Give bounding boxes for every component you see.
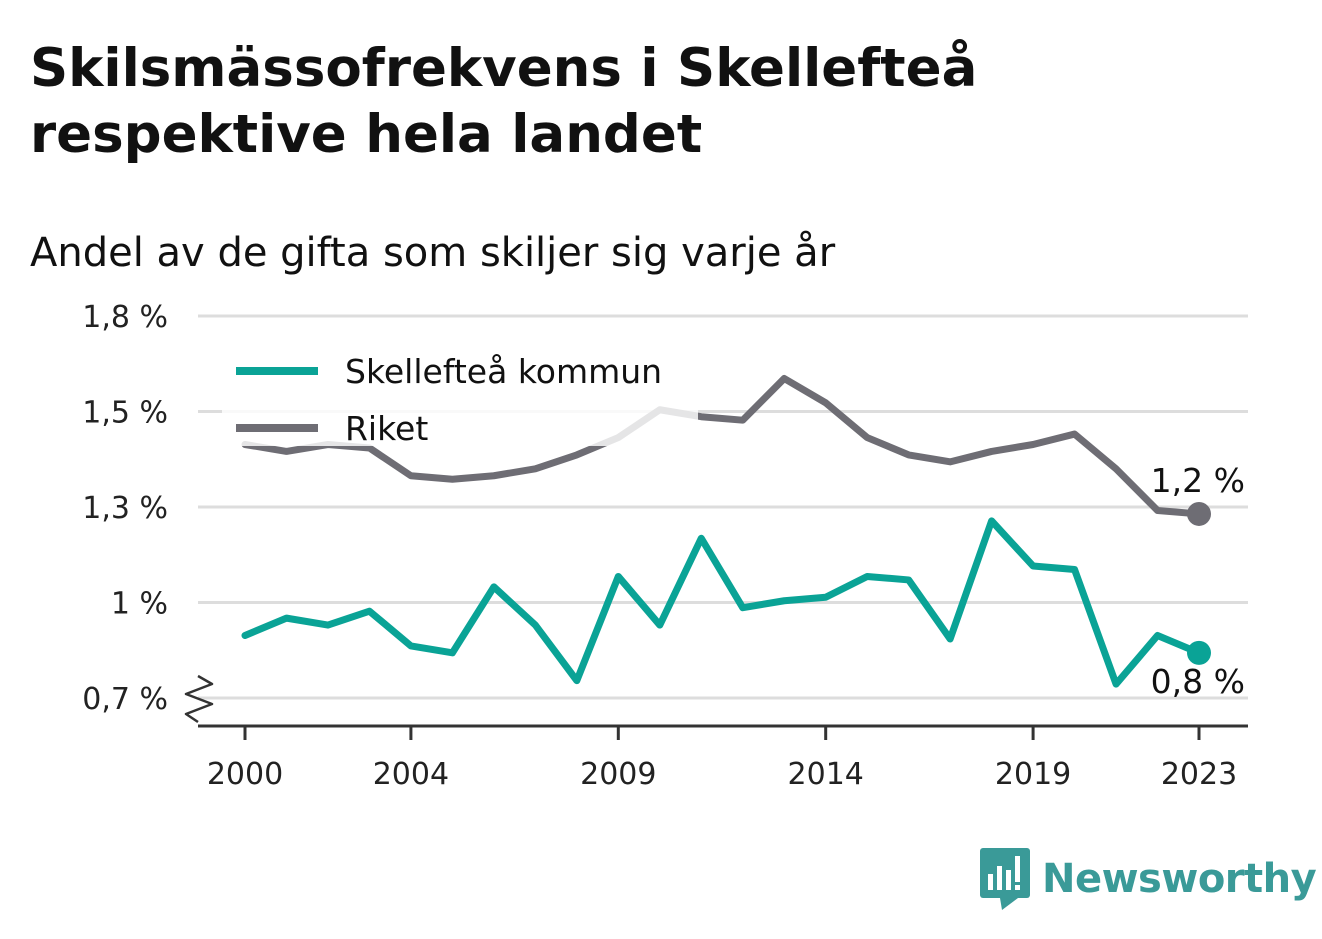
x-tick-label: 2023 bbox=[1161, 757, 1237, 792]
y-tick-label: 1,8 % bbox=[82, 300, 168, 335]
bar-chart-icon bbox=[980, 848, 1030, 910]
x-tick-label: 2004 bbox=[373, 757, 449, 792]
newsworthy-logo: Newsworthy bbox=[980, 848, 1317, 910]
x-tick-label: 2014 bbox=[788, 757, 864, 792]
series-line bbox=[241, 375, 1203, 518]
y-tick-label: 1,5 % bbox=[82, 396, 168, 431]
y-tick-label: 1,3 % bbox=[82, 491, 168, 526]
end-point bbox=[1187, 501, 1211, 526]
y-tick-label: 0,7 % bbox=[82, 682, 168, 717]
x-tick-label: 2000 bbox=[207, 757, 283, 792]
chart-title: Skilsmässofrekvens i Skellefteå respekti… bbox=[30, 38, 978, 165]
series-line bbox=[241, 517, 1203, 688]
end-point bbox=[1187, 640, 1211, 665]
brand-name: Newsworthy bbox=[1042, 856, 1317, 902]
end-value-label: 1,2 % bbox=[1151, 461, 1245, 500]
chart-subtitle: Andel av de gifta som skiljer sig varje … bbox=[30, 230, 836, 276]
x-tick-label: 2009 bbox=[580, 757, 656, 792]
y-tick-label: 1 % bbox=[111, 587, 168, 622]
x-tick-label: 2019 bbox=[995, 757, 1071, 792]
legend-label: Riket bbox=[345, 409, 428, 448]
end-value-label: 0,8 % bbox=[1151, 662, 1245, 701]
legend-label: Skellefteå kommun bbox=[345, 352, 662, 391]
axis-break-icon bbox=[184, 674, 214, 724]
